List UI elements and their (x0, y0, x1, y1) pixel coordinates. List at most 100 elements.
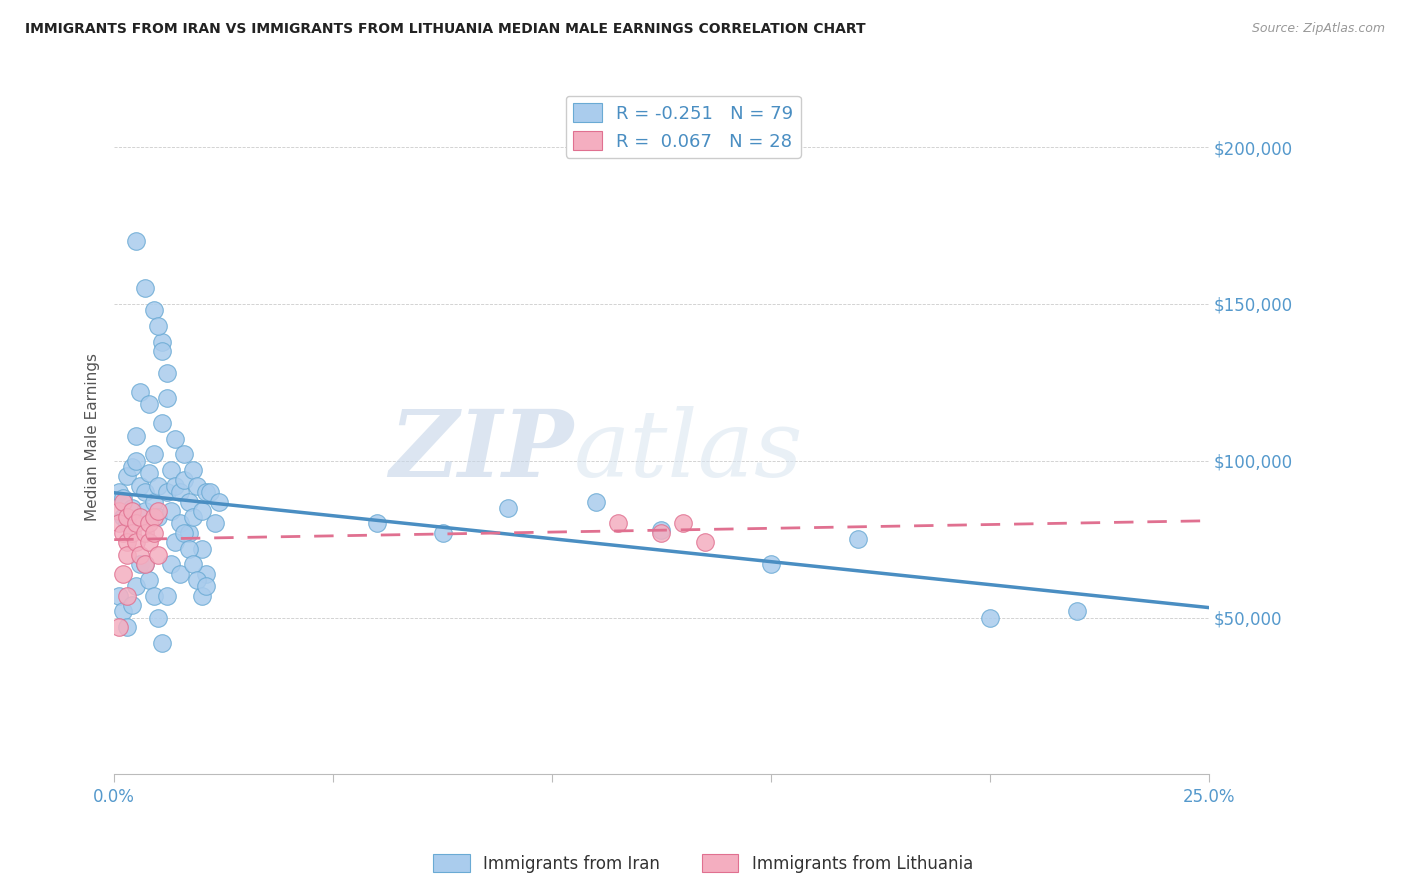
Point (177, 494, 200, 508)
Point (125, 535, 148, 549)
Point (165, 432, 187, 446)
Point (186, 479, 208, 493)
Point (177, 541, 200, 556)
Legend: R = -0.251   N = 79, R =  0.067   N = 28: R = -0.251 N = 79, R = 0.067 N = 28 (565, 95, 801, 158)
Point (117, 469, 139, 483)
Point (173, 525, 195, 540)
Point (138, 535, 160, 549)
Point (165, 479, 187, 493)
Text: Source: ZipAtlas.com: Source: ZipAtlas.com (1251, 22, 1385, 36)
Point (156, 366, 179, 380)
Point (195, 579, 218, 593)
Point (134, 558, 156, 572)
Point (138, 573, 160, 587)
Point (121, 460, 143, 475)
Point (117, 548, 139, 562)
Point (150, 343, 173, 358)
Point (195, 485, 218, 500)
Text: IMMIGRANTS FROM IRAN VS IMMIGRANTS FROM LITHUANIA MEDIAN MALE EARNINGS CORRELATI: IMMIGRANTS FROM IRAN VS IMMIGRANTS FROM … (25, 22, 866, 37)
Point (146, 504, 169, 518)
Point (138, 397, 160, 411)
Point (117, 516, 139, 531)
Point (186, 573, 208, 587)
Point (129, 384, 152, 399)
Point (150, 636, 173, 650)
Point (111, 510, 134, 524)
Point (204, 516, 226, 531)
Point (111, 494, 134, 508)
Point (759, 558, 782, 572)
Point (848, 532, 870, 546)
Point (117, 510, 139, 524)
Point (134, 281, 156, 295)
Point (129, 558, 152, 572)
Point (125, 234, 148, 248)
Point (111, 604, 134, 618)
Point (672, 516, 695, 531)
Point (107, 589, 129, 603)
Point (138, 516, 160, 531)
Point (121, 598, 143, 612)
Point (156, 391, 179, 405)
Point (695, 535, 717, 549)
Point (134, 504, 156, 518)
Point (200, 485, 222, 500)
Point (979, 610, 1001, 624)
Point (150, 334, 173, 349)
Point (142, 589, 165, 603)
Point (1066, 604, 1088, 618)
Point (181, 558, 204, 572)
Point (121, 500, 143, 515)
Point (146, 479, 169, 493)
Point (117, 535, 139, 549)
Point (156, 485, 179, 500)
Point (142, 494, 165, 508)
Point (177, 525, 200, 540)
Point (181, 510, 204, 524)
Point (650, 523, 672, 537)
Point (432, 525, 454, 540)
Point (366, 516, 388, 531)
Y-axis label: Median Male Earnings: Median Male Earnings (86, 353, 100, 521)
Point (125, 579, 148, 593)
Point (156, 589, 179, 603)
Point (169, 566, 191, 581)
Point (142, 303, 165, 318)
Point (160, 463, 183, 477)
Point (121, 525, 143, 540)
Point (117, 589, 139, 603)
Point (169, 516, 191, 531)
Text: ZIP: ZIP (389, 406, 574, 496)
Point (142, 525, 165, 540)
Point (606, 516, 628, 531)
Point (190, 504, 212, 518)
Point (190, 589, 212, 603)
Point (496, 500, 519, 515)
Point (169, 485, 191, 500)
Point (121, 504, 143, 518)
Point (111, 525, 134, 540)
Point (142, 510, 165, 524)
Point (190, 541, 212, 556)
Point (129, 510, 152, 524)
Point (134, 485, 156, 500)
Point (195, 566, 218, 581)
Point (129, 548, 152, 562)
Text: atlas: atlas (574, 406, 803, 496)
Point (107, 504, 129, 518)
Point (107, 620, 129, 634)
Point (150, 416, 173, 430)
Point (117, 620, 139, 634)
Point (160, 558, 183, 572)
Point (165, 535, 187, 549)
Point (125, 454, 148, 468)
Point (160, 504, 183, 518)
Point (125, 516, 148, 531)
Point (138, 467, 160, 481)
Point (107, 485, 129, 500)
Point (146, 548, 169, 562)
Point (107, 516, 129, 531)
Legend: Immigrants from Iran, Immigrants from Lithuania: Immigrants from Iran, Immigrants from Li… (426, 847, 980, 880)
Point (146, 610, 169, 624)
Point (650, 525, 672, 540)
